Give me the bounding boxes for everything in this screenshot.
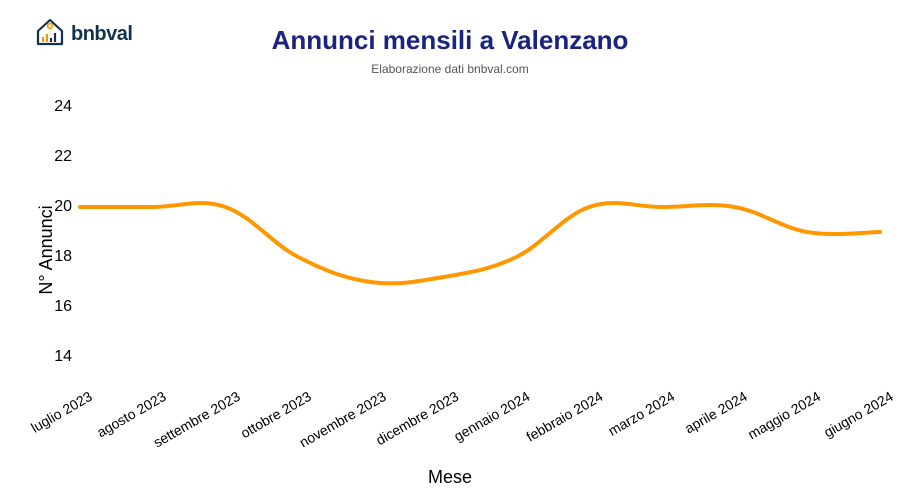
x-tick: marzo 2024 xyxy=(605,388,677,439)
x-tick: gennaio 2024 xyxy=(451,388,533,444)
x-tick: aprile 2024 xyxy=(681,388,749,436)
y-tick: 16 xyxy=(54,298,72,316)
chart-plot-area: 141618202224luglio 2023agosto 2023settem… xyxy=(80,82,880,382)
x-axis-label: Mese xyxy=(0,467,900,488)
x-tick: maggio 2024 xyxy=(745,388,823,442)
chart-subtitle: Elaborazione dati bnbval.com xyxy=(0,62,900,76)
data-line xyxy=(80,203,880,283)
x-tick: luglio 2023 xyxy=(28,388,95,436)
y-tick: 18 xyxy=(54,248,72,266)
y-tick: 20 xyxy=(54,198,72,216)
chart-title: Annunci mensili a Valenzano xyxy=(0,25,900,56)
y-tick: 14 xyxy=(54,348,72,366)
chart-svg xyxy=(80,82,880,382)
y-tick: 24 xyxy=(54,98,72,116)
x-tick: febbraio 2024 xyxy=(523,388,605,445)
x-tick: giugno 2024 xyxy=(821,388,896,440)
y-tick: 22 xyxy=(54,148,72,166)
